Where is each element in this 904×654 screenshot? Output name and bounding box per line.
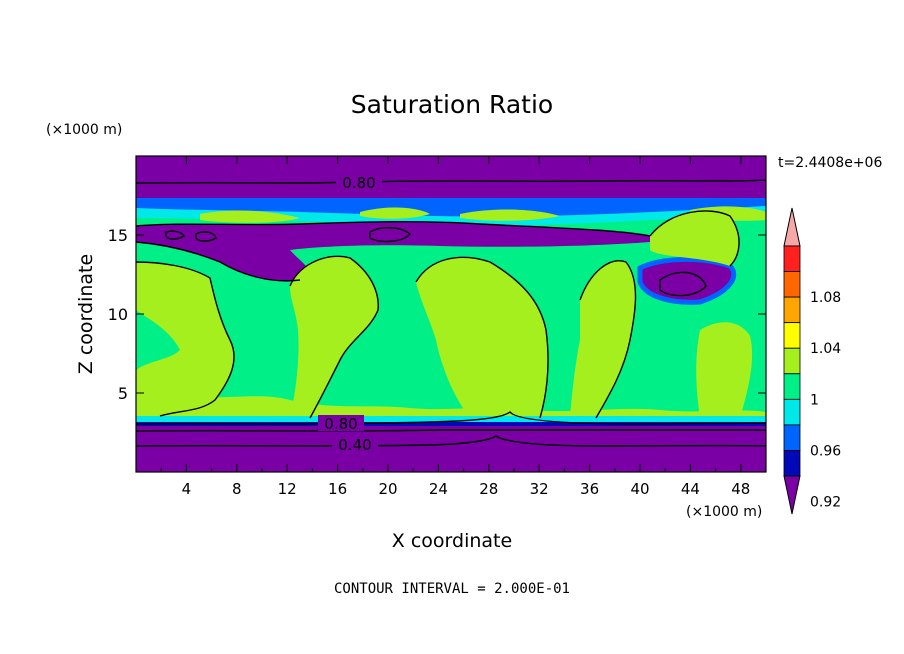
colorbar-swatch: [783, 398, 801, 426]
contour-label-lower-040: 0.40: [338, 436, 371, 454]
colorbar-bottom-arrow: [783, 475, 801, 515]
contour-lower-mid: [136, 429, 766, 432]
y-tick-label: 10: [108, 305, 128, 324]
chart-title: Saturation Ratio: [351, 90, 553, 119]
contour-lower-040: [136, 435, 766, 447]
contour-label-upper: 0.80: [342, 174, 375, 192]
supersat-region-center-right: [570, 260, 636, 418]
contour-right-blob: [659, 271, 707, 297]
contour-labels: 0.80 0.80 0.40: [318, 173, 382, 454]
y-axis-title: Z coordinate: [75, 254, 97, 374]
colorbar-label: 1.08: [810, 290, 841, 306]
upper-blue-band: [136, 198, 766, 217]
contour-lines: [136, 179, 766, 447]
supersat-region-left: [136, 262, 235, 418]
time-label: t=2.4408e+06: [778, 155, 882, 171]
contour-patch-right: [649, 210, 740, 267]
colorbar-swatch: [783, 322, 801, 349]
colorbar-label: 0.92: [810, 495, 841, 511]
lower-cyan-band: [136, 416, 766, 422]
x-tick-label: 28: [479, 480, 498, 498]
y-unit-label: (×1000 m): [46, 122, 122, 138]
dry-band-upper-left: [136, 221, 650, 281]
colorbar-label: 1.04: [810, 341, 841, 357]
supersat-region-right: [650, 210, 753, 418]
x-tick-label: 12: [278, 480, 297, 498]
contour-upper-080: [136, 179, 766, 184]
contour-lower-080: [136, 411, 766, 425]
supersat-region-lower: [136, 372, 766, 418]
colorbar-label: 0.96: [810, 443, 841, 459]
colorbar-label: 1: [810, 392, 819, 408]
colorbar-swatch: [783, 296, 801, 324]
y-tick-label: 5: [118, 384, 128, 403]
supersat-region-center: [416, 257, 548, 418]
contour-patch-center: [415, 256, 549, 419]
contour-patch-center-left: [289, 255, 379, 419]
colorbar-swatch: [783, 347, 801, 375]
x-tick-label: 32: [530, 480, 549, 498]
contour-blob-3: [165, 230, 185, 240]
x-tick-label: 20: [378, 480, 397, 498]
colorbar-swatch: [783, 271, 801, 298]
blue-halo-right: [637, 257, 737, 305]
colorbar-swatch: [783, 424, 801, 451]
contour-blob: [369, 227, 411, 243]
contour-interval-footer: CONTOUR INTERVAL = 2.000E-01: [334, 581, 570, 597]
contour-blob-2: [195, 231, 217, 242]
x-axis-title: X coordinate: [392, 530, 512, 552]
colorbar-swatch: [783, 245, 801, 272]
contour-upper-band-2: [136, 241, 301, 282]
y-axis: 5 10 15: [108, 226, 766, 403]
colorbar-swatch: [783, 450, 801, 477]
contour-label-lower-080: 0.80: [324, 415, 357, 433]
contour-patch-center-right: [579, 260, 637, 419]
x-axis: 4 8 12 16 20 24 28 32 36 40 44 48: [160, 156, 750, 498]
x-tick-label: 24: [429, 480, 448, 498]
upper-dry-layer: [136, 156, 766, 198]
x-tick-label: 36: [580, 480, 599, 498]
lower-dark-band: [136, 422, 766, 426]
colorbar-swatch: [783, 373, 801, 400]
x-unit-label: (×1000 m): [686, 504, 762, 520]
x-tick-label: 44: [681, 480, 700, 498]
x-tick-label: 8: [232, 480, 242, 498]
supersat-region-center-left: [290, 256, 379, 418]
plot-area: 0.80 0.80 0.40: [136, 156, 766, 472]
x-tick-label: 48: [731, 480, 750, 498]
colorbar-top-arrow: [783, 207, 801, 247]
contour-upper-band-1: [136, 220, 651, 237]
contour-patch-left: [136, 261, 235, 417]
x-tick-label: 16: [328, 480, 347, 498]
supersat-patch-top: [200, 206, 766, 223]
colorbar: 1.08 1.04 1 0.96 0.92: [783, 207, 841, 515]
x-tick-label: 40: [630, 480, 649, 498]
x-tick-label: 4: [182, 480, 192, 498]
y-tick-label: 15: [108, 226, 128, 245]
